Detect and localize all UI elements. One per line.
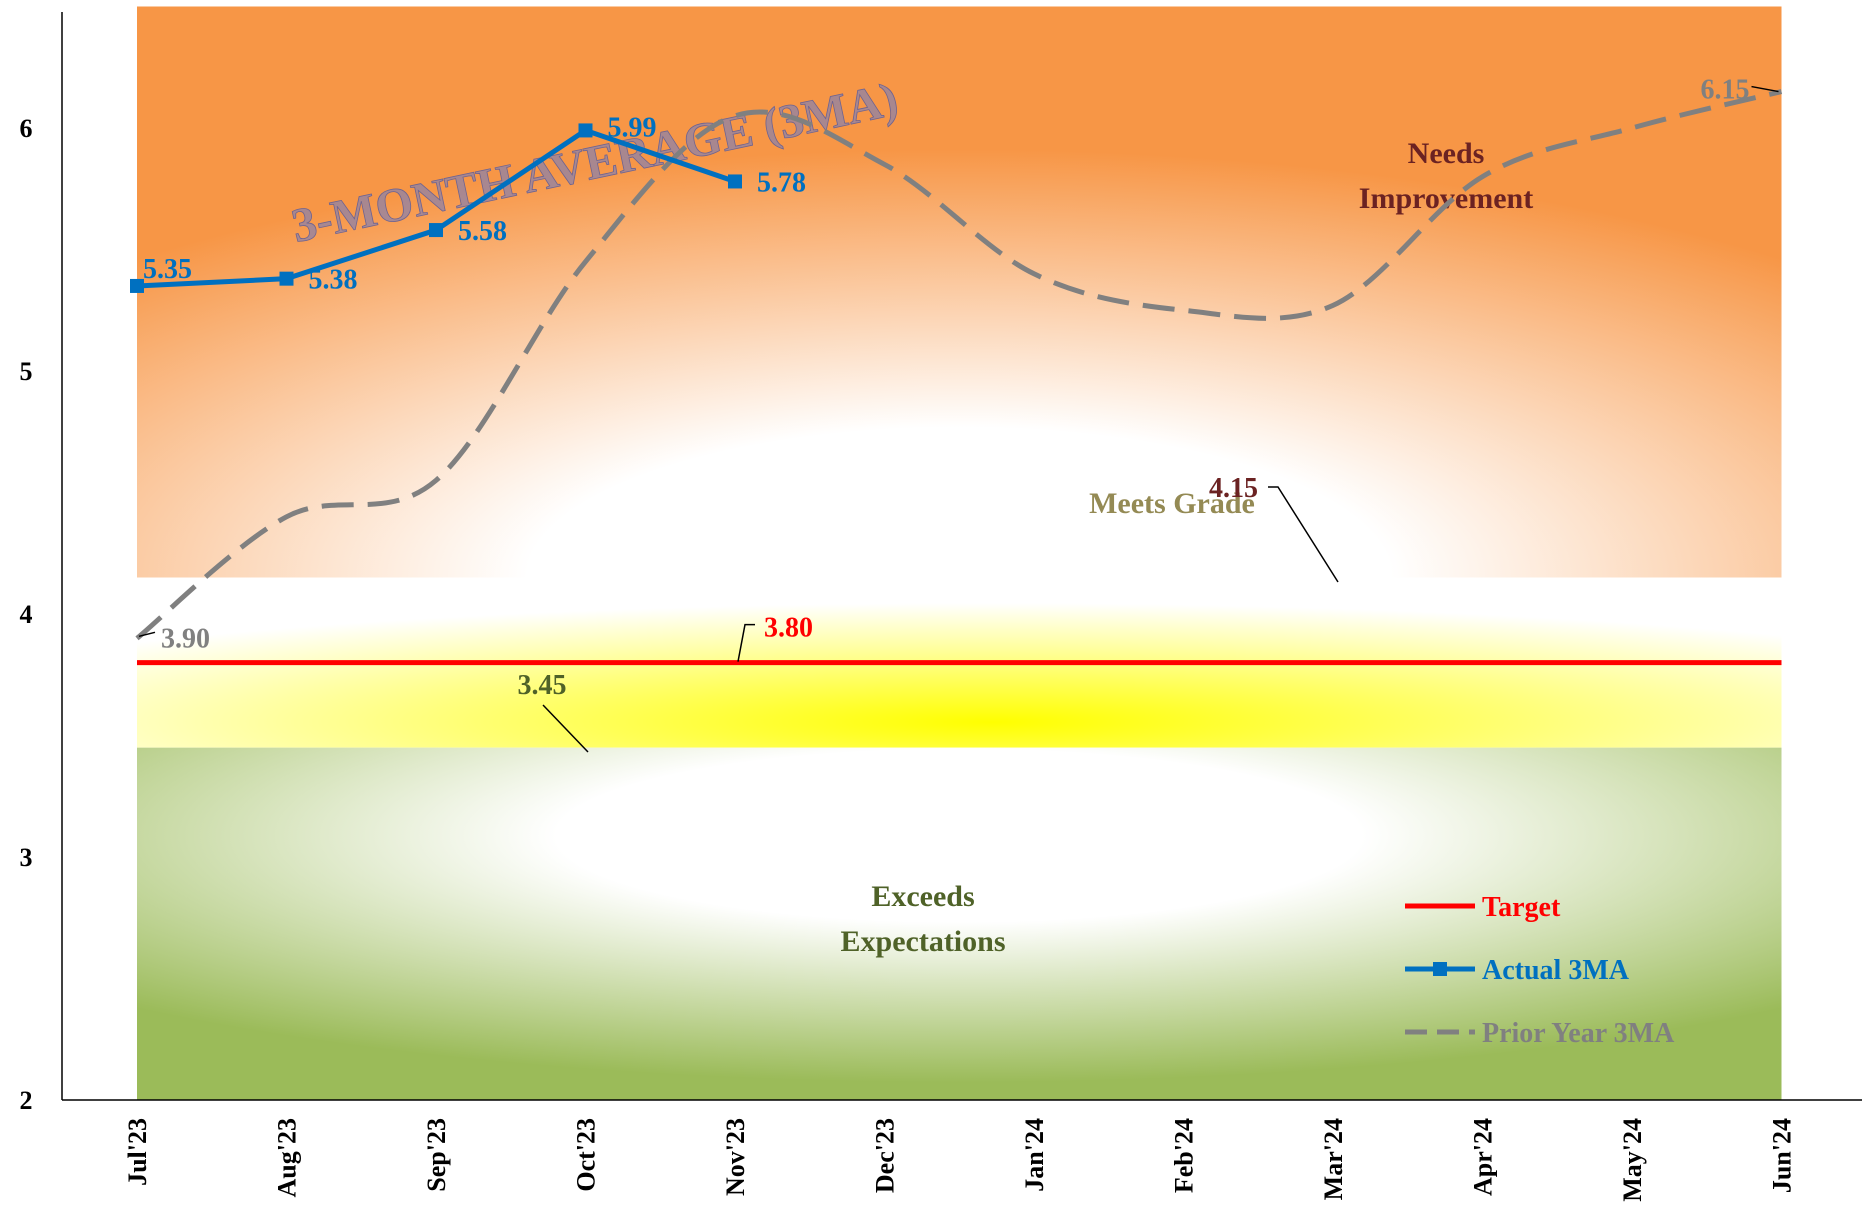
x-tick-label: Jun'24 (1768, 1118, 1797, 1193)
threshold-label: 4.15 (1209, 473, 1258, 504)
band-label-needs-improvement: Needs Improvement (1359, 137, 1533, 215)
x-tick-label: Mar'24 (1319, 1118, 1348, 1200)
data-label-actual-3ma: 5.99 (608, 112, 657, 143)
legend-item-actual-3ma: Actual 3MA (1482, 955, 1630, 986)
legend: Target Actual 3MA Prior Year 3MA (1405, 892, 1675, 1049)
band-label-line: Needs (1408, 137, 1485, 170)
data-label-actual-3ma: 5.58 (458, 216, 507, 247)
x-tick-label: Nov'23 (721, 1118, 750, 1196)
series-actual-3ma-marker (578, 123, 593, 138)
x-tick-label: Oct'23 (572, 1118, 601, 1192)
x-tick-label: May'24 (1618, 1118, 1647, 1202)
prior-year-leader-line (138, 631, 156, 638)
series-actual-3ma-marker (429, 223, 443, 238)
y-tick-label: 4 (20, 600, 33, 629)
band-exceeds-expectations (137, 747, 1782, 1100)
x-tick-label: Aug'23 (273, 1118, 302, 1197)
series-actual-3ma-marker (279, 271, 294, 286)
band-needs-improvement (137, 6, 1782, 578)
y-tick-label: 2 (20, 1086, 33, 1115)
data-label-actual-3ma: 5.35 (143, 254, 192, 285)
y-tick-label: 5 (20, 357, 33, 386)
prior-year-leader-line (1751, 85, 1779, 93)
x-tick-label: Dec'23 (871, 1118, 900, 1193)
legend-item-prior-year-3ma: Prior Year 3MA (1482, 1018, 1675, 1049)
threshold-leader-line (1268, 486, 1339, 583)
series-layer (130, 89, 1783, 666)
data-label-prior-year-3ma: 6.15 (1701, 75, 1750, 106)
data-label-target: 3.80 (764, 613, 813, 644)
band-label-exceeds-expectations: Exceeds Expectations (841, 880, 1006, 958)
band-labels: Needs Improvement Meets Grade Exceeds Expe… (841, 137, 1534, 958)
series-actual-3ma-marker (728, 174, 742, 189)
legend-item-target: Target (1482, 892, 1561, 923)
data-label-actual-3ma: 5.38 (309, 265, 358, 296)
threshold-labels: 4.15 3.45 (518, 473, 1339, 753)
threshold-label: 3.45 (518, 670, 567, 701)
data-labels: 5.35 5.38 5.58 5.99 5.78 3.80 3.90 6.15 (138, 75, 1779, 662)
x-tick-label: Jul'23 (123, 1118, 152, 1186)
axes-layer: 2 3 4 5 6 Jul'23 Aug'23 Sep'23 Oct'23 Nov'23 Dec'… (20, 12, 1862, 1202)
x-tick-labels: Jul'23 Aug'23 Sep'23 Oct'23 Nov'23 Dec'23 Jan'… (123, 1118, 1797, 1202)
band-label-meets-grade: Meets Grade (1089, 487, 1255, 520)
band-label-line: Improvement (1359, 182, 1533, 215)
legend-marker-actual-3ma (1433, 962, 1447, 976)
data-label-actual-3ma: 5.78 (757, 167, 806, 198)
y-tick-labels: 2 3 4 5 6 (20, 114, 33, 1115)
y-tick-label: 6 (20, 114, 33, 143)
x-tick-label: Sep'23 (422, 1118, 451, 1192)
x-tick-label: Apr'24 (1469, 1118, 1498, 1196)
band-label-line: Exceeds (871, 880, 974, 913)
y-tick-label: 3 (20, 843, 33, 872)
band-label-line: Expectations (841, 925, 1006, 958)
series-prior-year-3ma-line (135, 89, 1783, 641)
series-actual-3ma-marker (130, 278, 144, 293)
threshold-leader-line (542, 704, 589, 753)
target-leader-line (737, 623, 755, 662)
x-tick-label: Jan'24 (1020, 1118, 1049, 1192)
data-label-prior-year-3ma: 3.90 (161, 623, 210, 654)
x-tick-label: Feb'24 (1170, 1118, 1199, 1193)
